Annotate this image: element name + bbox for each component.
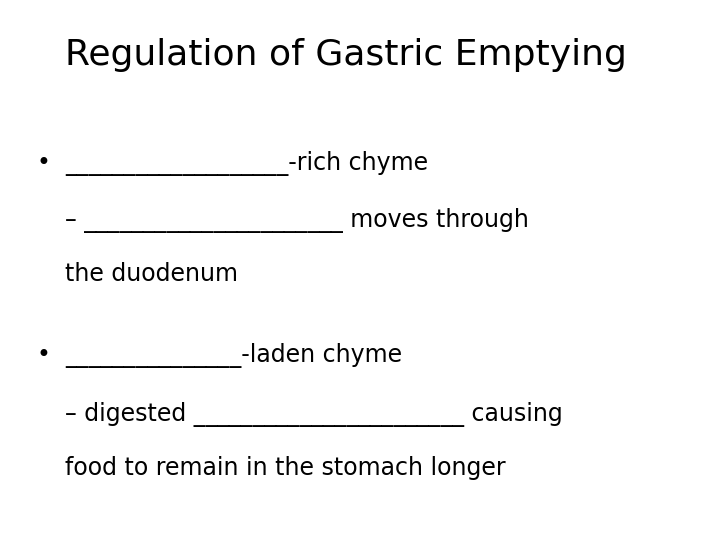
Text: •: • xyxy=(36,151,50,175)
Text: – ______________________ moves through: – ______________________ moves through xyxy=(65,208,528,233)
Text: _______________-laden chyme: _______________-laden chyme xyxy=(65,343,402,368)
Text: the duodenum: the duodenum xyxy=(65,262,238,286)
Text: •: • xyxy=(36,343,50,367)
Text: ___________________-rich chyme: ___________________-rich chyme xyxy=(65,151,428,176)
Text: Regulation of Gastric Emptying: Regulation of Gastric Emptying xyxy=(65,38,626,72)
Text: – digested _______________________ causing: – digested _______________________ causi… xyxy=(65,402,562,427)
Text: food to remain in the stomach longer: food to remain in the stomach longer xyxy=(65,456,505,480)
